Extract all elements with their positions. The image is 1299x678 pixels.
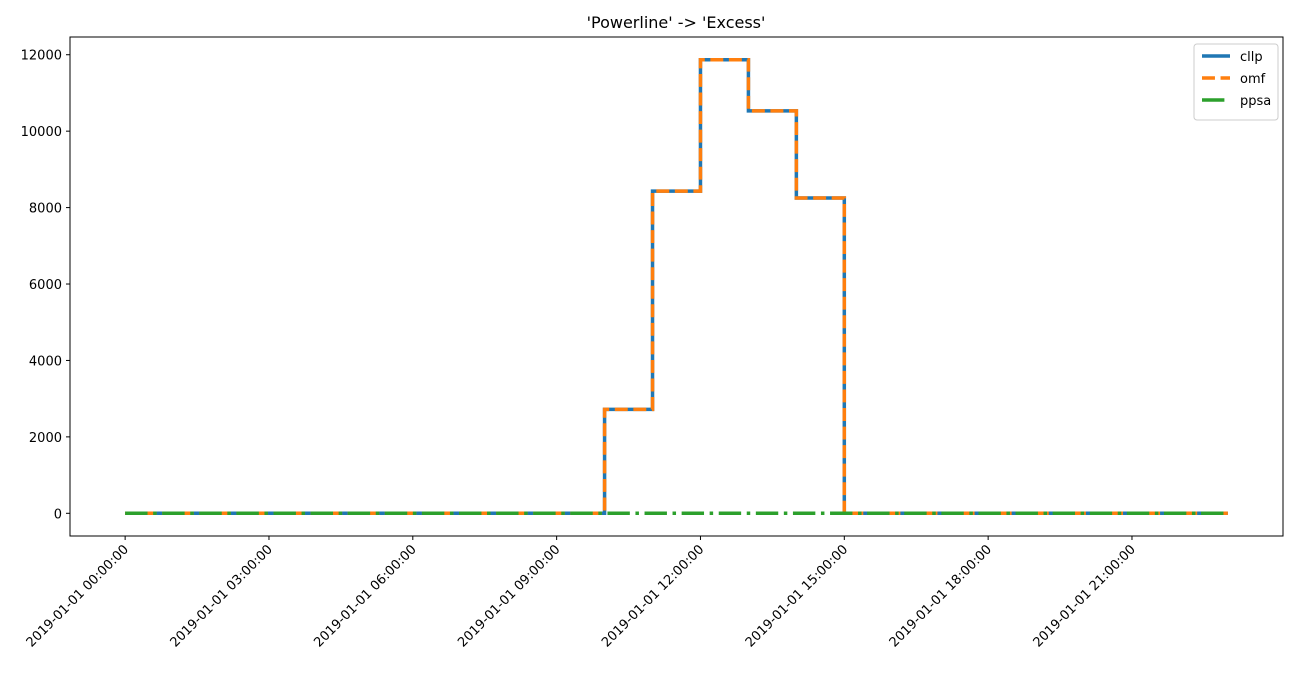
plot-frame bbox=[69, 36, 1284, 537]
y-tick-label: 12000 bbox=[21, 49, 62, 64]
x-tick-label: 2019-01-01 18:00:00 bbox=[887, 542, 995, 650]
series-line bbox=[125, 57, 1228, 516]
y-tick-label: 6000 bbox=[29, 278, 62, 293]
y-tick-label: 8000 bbox=[29, 202, 62, 217]
x-tick-label: 2019-01-01 21:00:00 bbox=[1031, 542, 1139, 650]
x-tick-label: 2019-01-01 00:00:00 bbox=[24, 542, 132, 650]
series-line bbox=[125, 57, 1228, 516]
y-tick-label: 10000 bbox=[21, 125, 62, 140]
y-tick-label: 4000 bbox=[29, 354, 62, 369]
legend-label: ppsa bbox=[1240, 94, 1271, 109]
y-tick-label: 0 bbox=[54, 507, 62, 522]
x-tick-label: 2019-01-01 09:00:00 bbox=[455, 542, 563, 650]
x-tick-label: 2019-01-01 12:00:00 bbox=[599, 542, 707, 650]
x-tick-label: 2019-01-01 06:00:00 bbox=[311, 542, 419, 650]
chart-title: 'Powerline' -> 'Excess' bbox=[587, 13, 766, 32]
legend-label: cllp bbox=[1240, 50, 1263, 65]
y-tick-label: 2000 bbox=[29, 431, 62, 446]
legend: cllp omf ppsa bbox=[1193, 43, 1279, 121]
legend-label: omf bbox=[1240, 72, 1266, 87]
x-tick-label: 2019-01-01 03:00:00 bbox=[168, 542, 276, 650]
x-tick-label: 2019-01-01 15:00:00 bbox=[743, 542, 851, 650]
